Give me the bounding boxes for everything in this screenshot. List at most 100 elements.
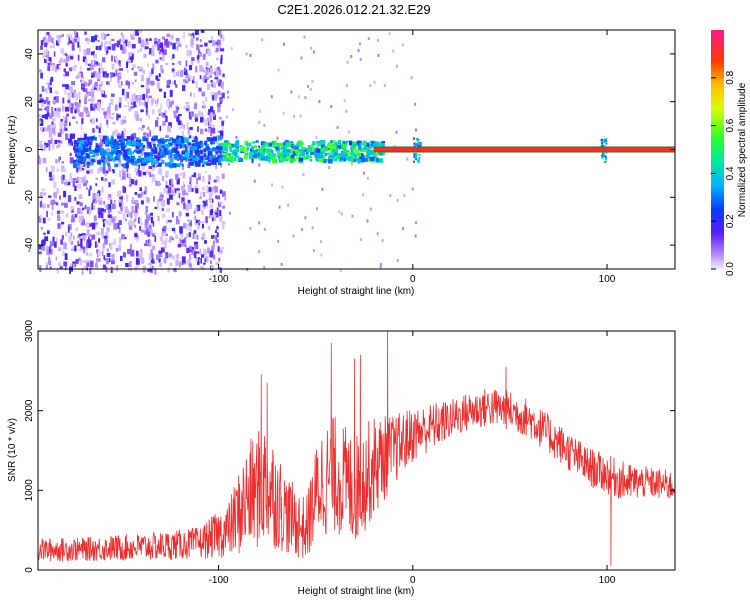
heatmap-cell <box>146 137 149 143</box>
colorbar-tick-label: 0.2 <box>725 214 736 228</box>
heatmap-cell <box>128 261 132 267</box>
heatmap-cell <box>185 204 189 211</box>
heatmap-cell <box>103 255 105 260</box>
heatmap-cell <box>175 173 179 180</box>
heatmap-cell <box>140 102 145 106</box>
heatmap-cell <box>121 34 125 42</box>
heatmap-cell <box>119 102 122 108</box>
heatmap-cell <box>77 103 81 108</box>
heatmap-cell <box>50 248 53 255</box>
heatmap-cell <box>160 139 165 144</box>
heatmap-cell <box>217 39 221 46</box>
y-tick-label: -20 <box>24 190 35 205</box>
heatmap-cell <box>83 159 86 162</box>
heatmap-cell <box>268 161 271 165</box>
heatmap-cell <box>230 47 233 51</box>
heatmap-cell <box>133 71 138 76</box>
heatmap-cell <box>135 214 137 222</box>
heatmap-cell <box>187 143 191 148</box>
heatmap-cell <box>154 152 158 157</box>
heatmap-cell <box>42 157 47 164</box>
heatmap-cell <box>278 142 283 147</box>
heatmap-cell <box>100 228 104 235</box>
heatmap-cell <box>110 74 113 78</box>
heatmap-cell <box>377 53 380 57</box>
heatmap-cell <box>106 33 110 36</box>
heatmap-cell <box>147 226 150 232</box>
heatmap-cell <box>352 141 355 144</box>
heatmap-cell <box>76 176 79 182</box>
heatmap-cell <box>121 146 125 151</box>
heatmap-cell <box>603 153 606 156</box>
signal-band <box>373 146 675 153</box>
heatmap-cell <box>177 114 182 117</box>
heatmap-cell <box>135 146 138 152</box>
heatmap-cell <box>227 95 230 99</box>
heatmap-cell <box>92 129 96 132</box>
heatmap-cell <box>118 200 122 203</box>
heatmap-cell <box>52 236 55 243</box>
heatmap-cell <box>181 185 185 191</box>
heatmap-cell <box>210 141 216 145</box>
heatmap-cell <box>147 126 150 131</box>
heatmap-cell <box>125 49 128 52</box>
heatmap-cell <box>171 148 174 153</box>
heatmap-cell <box>213 110 215 115</box>
heatmap-cell <box>204 97 208 102</box>
heatmap-cell <box>157 38 161 43</box>
heatmap-cell <box>77 183 82 189</box>
heatmap-cell <box>176 46 179 51</box>
heatmap-cell <box>143 53 147 58</box>
heatmap-cell <box>213 179 217 183</box>
heatmap-cell <box>128 148 132 152</box>
heatmap-cell <box>216 226 219 230</box>
heatmap-cell <box>194 101 198 105</box>
heatmap-cell <box>165 180 168 186</box>
heatmap-cell <box>83 49 88 56</box>
heatmap-cell <box>163 49 167 55</box>
heatmap-cell <box>186 147 189 151</box>
heatmap-cell <box>143 132 147 136</box>
heatmap-cell <box>154 38 158 45</box>
heatmap-cell <box>312 50 315 54</box>
heatmap-cell <box>170 41 172 46</box>
heatmap-cell <box>275 148 281 152</box>
heatmap-cell <box>166 139 170 142</box>
heatmap-cell <box>327 147 332 150</box>
heatmap-cell <box>144 46 149 50</box>
heatmap-cell <box>207 112 211 116</box>
heatmap-cell <box>208 40 212 43</box>
heatmap-cell <box>38 215 42 223</box>
heatmap-cell <box>151 173 153 177</box>
heatmap-cell <box>196 177 199 185</box>
heatmap-cell <box>79 202 83 207</box>
heatmap-cell <box>148 144 152 149</box>
heatmap-cell <box>70 232 73 237</box>
heatmap-cell <box>106 219 111 226</box>
heatmap-cell <box>194 251 197 259</box>
heatmap-cell <box>304 96 307 99</box>
heatmap-cell <box>196 55 200 61</box>
heatmap-cell <box>211 160 214 165</box>
heatmap-cell <box>195 152 200 157</box>
heatmap-cell <box>62 122 67 127</box>
heatmap-cell <box>89 136 95 140</box>
heatmap-cell <box>143 161 148 165</box>
heatmap-cell <box>99 45 102 51</box>
heatmap-cell <box>162 120 166 127</box>
heatmap-cell <box>173 154 179 159</box>
heatmap-cell <box>191 140 197 143</box>
heatmap-cell <box>221 92 225 99</box>
heatmap-cell <box>158 254 163 258</box>
heatmap-cell <box>152 63 155 70</box>
heatmap-cell <box>158 143 161 149</box>
heatmap-cell <box>200 39 202 42</box>
y-tick-label: 20 <box>24 96 35 108</box>
heatmap-cell <box>76 201 80 205</box>
heatmap-cell <box>83 180 87 187</box>
heatmap-cell <box>82 141 88 145</box>
heatmap-cell <box>81 168 85 171</box>
heatmap-cell <box>331 140 336 142</box>
heatmap-cell <box>180 263 184 266</box>
heatmap-cell <box>195 30 199 35</box>
